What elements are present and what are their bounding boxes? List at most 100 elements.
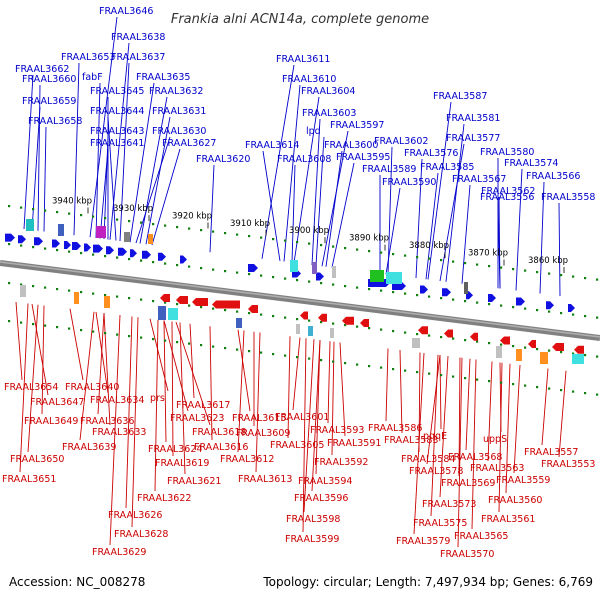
tick-mark xyxy=(128,335,131,338)
forward-gene-label: FRAAL3597 xyxy=(330,120,384,131)
forward-gene-arrow xyxy=(93,244,103,253)
tick-mark xyxy=(308,242,311,245)
leader-line xyxy=(439,354,442,430)
tick-mark xyxy=(344,362,347,365)
tick-mark xyxy=(404,254,407,257)
tick-mark xyxy=(284,354,287,357)
leader-line xyxy=(387,146,393,275)
tick-mark xyxy=(188,227,191,230)
forward-gene-arrow xyxy=(568,304,575,312)
forward-gene-label: FRAAL3627 xyxy=(162,138,216,149)
leader-line xyxy=(426,354,441,465)
tick-mark xyxy=(452,298,455,301)
tick-mark xyxy=(440,297,443,300)
tick-mark xyxy=(464,300,467,303)
feature-block xyxy=(158,306,166,320)
tick-mark xyxy=(116,333,119,336)
tick-mark xyxy=(536,348,539,351)
feature-block xyxy=(312,262,317,274)
forward-gene-label: FRAAL3631 xyxy=(152,106,206,117)
reverse-gene-label: FRAAL3573 xyxy=(422,499,476,510)
tick-mark xyxy=(500,266,503,269)
tick-mark xyxy=(308,280,311,283)
reverse-gene-arrow xyxy=(528,340,536,348)
leader-line xyxy=(139,96,168,244)
forward-gene-label: FRAAL3638 xyxy=(111,32,165,43)
leader-line xyxy=(445,123,465,282)
tick-mark xyxy=(320,282,323,285)
tick-mark xyxy=(332,360,335,363)
tick-mark xyxy=(488,380,491,383)
tick-mark xyxy=(188,304,191,307)
tick-mark xyxy=(8,282,11,285)
leader-line xyxy=(558,370,567,458)
forward-gene-label: FRAAL3620 xyxy=(196,154,250,165)
tick-mark xyxy=(80,329,83,332)
reverse-gene-label: FRAAL3626 xyxy=(108,510,162,521)
forward-gene-label: FRAAL3558 xyxy=(541,192,595,203)
tick-mark xyxy=(212,268,215,271)
tick-mark xyxy=(392,253,395,256)
leader-line xyxy=(73,62,80,236)
tick-mark xyxy=(140,259,143,262)
gene-labels: 3940 kbp 3930 kbp 3920 kbp 3910 kbp 3900 kbp… xyxy=(2,6,595,560)
leader-line xyxy=(287,336,291,439)
tick-mark xyxy=(380,251,383,254)
tick-mark xyxy=(152,300,155,303)
leader-line xyxy=(327,341,331,424)
tick-mark xyxy=(584,392,587,395)
feature-block xyxy=(20,285,26,297)
tick-mark xyxy=(260,351,263,354)
feature-block xyxy=(516,349,522,361)
tick-mark xyxy=(344,247,347,250)
tick-mark xyxy=(32,246,35,249)
leader-line xyxy=(291,164,296,263)
leader-line xyxy=(465,358,471,451)
reverse-gene-arrow xyxy=(360,319,369,327)
leader-line xyxy=(79,311,95,441)
feature-block xyxy=(74,292,79,304)
leader-line xyxy=(109,314,121,546)
tick-mark xyxy=(44,209,47,212)
tick-mark xyxy=(476,378,479,381)
reverse-gene-label: FRAAL3586 xyxy=(368,423,422,434)
leader-line xyxy=(498,362,503,513)
scale-label: 3870 kbp xyxy=(468,249,508,259)
forward-gene-arrow xyxy=(130,249,137,258)
tick-mark xyxy=(80,214,83,217)
tick-mark xyxy=(200,306,203,309)
reverse-gene-label: FRAAL3605 xyxy=(270,440,324,451)
tick-mark xyxy=(128,297,131,300)
tick-mark xyxy=(332,245,335,248)
leader-line xyxy=(262,150,281,262)
reverse-gene-label: FRAAL3618 xyxy=(192,427,246,438)
feature-block xyxy=(58,224,64,236)
tick-mark xyxy=(296,356,299,359)
leader-line xyxy=(261,64,295,259)
leader-line xyxy=(97,312,105,415)
leader-line xyxy=(27,304,39,453)
forward-gene-label: FRAAL3585 xyxy=(420,162,474,173)
tick-mark xyxy=(536,309,539,312)
tick-mark xyxy=(584,354,587,357)
forward-gene-label: FRAAL3602 xyxy=(374,136,428,147)
reverse-gene-label: FRAAL3559 xyxy=(496,475,550,486)
tick-mark xyxy=(320,359,323,362)
scale-label: 3910 kbp xyxy=(230,219,270,229)
leader-line xyxy=(283,84,301,262)
reverse-gene-label: FRAAL3617 xyxy=(176,400,230,411)
scale-label: 3890 kbp xyxy=(349,234,389,244)
genome-backbone xyxy=(0,260,600,341)
forward-gene-arrow xyxy=(316,272,324,281)
forward-gene-label: FRAAL3577 xyxy=(446,133,500,144)
tick-mark xyxy=(164,301,167,304)
reverse-gene-label: FRAAL3619 xyxy=(155,458,209,469)
tick-mark xyxy=(92,253,95,256)
reverse-gene-arrow xyxy=(318,313,327,322)
leader-line xyxy=(171,321,174,457)
tick-mark xyxy=(380,328,383,331)
tick-mark xyxy=(512,268,515,271)
tick-mark xyxy=(452,337,455,340)
tick-mark xyxy=(416,294,419,297)
